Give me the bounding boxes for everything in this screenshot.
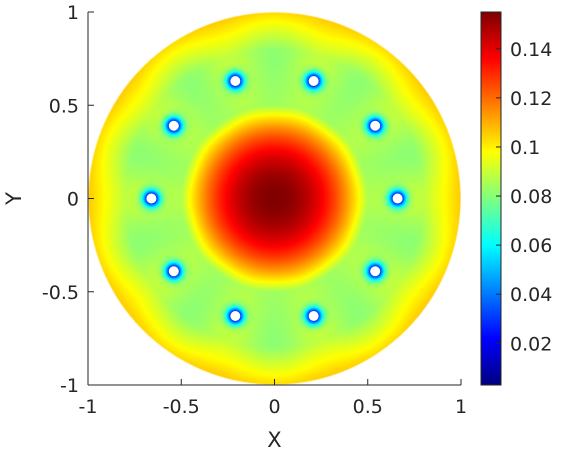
sink-point-5 [168, 120, 179, 131]
sink-point-7 [168, 266, 179, 277]
colorbar-tick-label: 0.04 [510, 284, 552, 306]
y-tick-label: -0.5 [42, 282, 79, 304]
colorbar-border [480, 11, 502, 386]
plot-ticks: -1 -0.5 0 0.5 1 1 0.5 0 -0.5 -1 [42, 2, 467, 418]
x-axis-title: X [267, 428, 281, 451]
sink-point-2 [370, 120, 381, 131]
colorbar-ticks: 0.14 0.12 0.1 0.08 0.06 0.04 0.02 [496, 39, 552, 355]
sink-point-6 [146, 193, 157, 204]
colorbar-tick-label: 0.06 [510, 235, 552, 257]
y-tick-label: -1 [60, 375, 79, 397]
sink-point-3 [308, 76, 319, 87]
sink-point-10 [370, 266, 381, 277]
y-tick-label: 1 [67, 2, 79, 24]
x-tick-label: 0 [268, 396, 280, 418]
x-tick-label: -0.5 [163, 396, 200, 418]
sink-point-1 [392, 193, 403, 204]
y-tick-label: 0.5 [49, 95, 79, 117]
colorbar [481, 12, 501, 385]
heatmap-field [88, 12, 461, 385]
x-tick-label: -1 [79, 396, 98, 418]
colorbar-tick-label: 0.12 [510, 88, 552, 110]
y-tick-label: 0 [67, 189, 79, 211]
x-tick-label: 1 [455, 396, 467, 418]
y-axis-title: Y [2, 192, 26, 206]
sink-point-9 [308, 310, 319, 321]
colorbar-tick-label: 0.02 [510, 333, 552, 355]
colorbar-tick-label: 0.08 [510, 186, 552, 208]
colorbar-tick-label: 0.14 [510, 39, 552, 61]
x-tick-label: 0.5 [353, 396, 383, 418]
sink-point-8 [230, 310, 241, 321]
colorbar-tick-label: 0.1 [510, 137, 540, 159]
sink-point-4 [230, 76, 241, 87]
